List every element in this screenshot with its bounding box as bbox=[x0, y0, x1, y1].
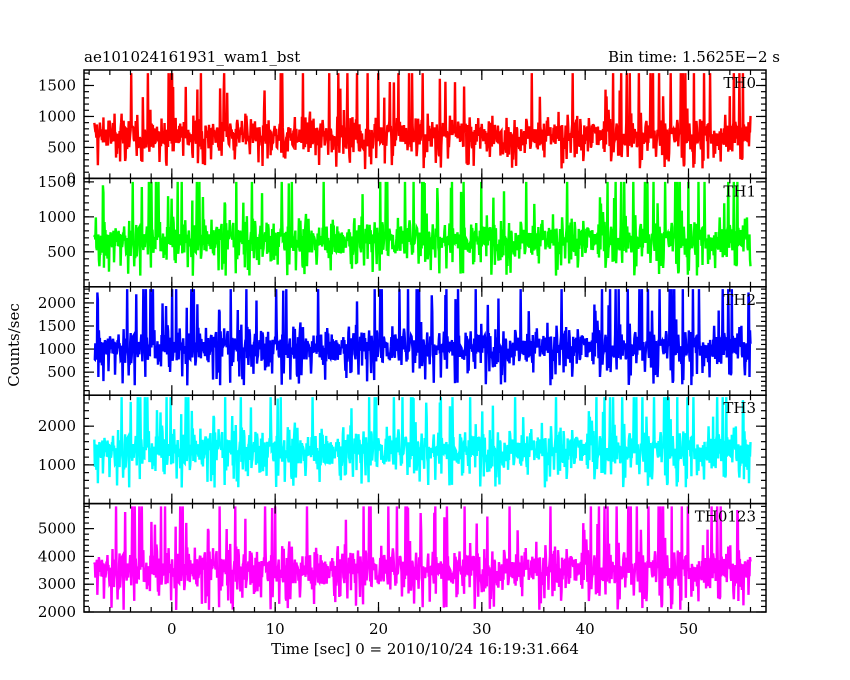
y-tick-label: 2000 bbox=[38, 294, 76, 312]
panel-label-th0: TH0 bbox=[723, 74, 756, 92]
y-tick-label: 1000 bbox=[38, 456, 76, 474]
chart-title-left: ae101024161931_wam1_bst bbox=[84, 48, 300, 66]
x-axis: 0 10 20 30 40 50 bbox=[167, 620, 698, 638]
panel-th3: 1000 2000 TH3 bbox=[38, 394, 767, 505]
y-tick-label: 0 bbox=[66, 169, 76, 187]
panel-th2: 500 1000 1500 2000 TH2 bbox=[38, 286, 767, 396]
y-tick-label: 1500 bbox=[38, 173, 76, 191]
y-tick-label: 500 bbox=[47, 363, 76, 381]
series-th1 bbox=[93, 181, 752, 276]
panel-label-th3: TH3 bbox=[723, 399, 756, 417]
y-tick-label: 1000 bbox=[38, 208, 76, 226]
chart-title-right: Bin time: 1.5625E−2 s bbox=[608, 48, 780, 66]
panel-th0123: 2000 3000 4000 5000 TH0123 bbox=[38, 502, 767, 621]
y-tick-label: 2000 bbox=[38, 417, 76, 435]
series-th0 bbox=[93, 73, 752, 170]
x-tick-label: 20 bbox=[369, 620, 388, 638]
panel-th0: 0 500 1000 1500 TH0 bbox=[38, 69, 767, 187]
y-tick-label: 3000 bbox=[38, 575, 76, 593]
panels-group: 0 500 1000 1500 TH0 500 1000 1500 TH1 500 1000 1500… bbox=[38, 69, 767, 621]
y-tick-label: 500 bbox=[47, 138, 76, 156]
panel-label-th0123: TH0123 bbox=[695, 508, 756, 526]
panel-label-th2: TH2 bbox=[723, 291, 756, 309]
y-tick-label: 500 bbox=[47, 243, 76, 261]
y-tick-label: 2000 bbox=[38, 603, 76, 621]
x-tick-label: 10 bbox=[266, 620, 285, 638]
y-tick-label: 1000 bbox=[38, 340, 76, 358]
y-tick-label: 5000 bbox=[38, 520, 76, 538]
y-tick-label: 1500 bbox=[38, 317, 76, 335]
x-axis-label: Time [sec] 0 = 2010/10/24 16:19:31.664 bbox=[271, 640, 579, 658]
series-th0123 bbox=[93, 506, 752, 610]
y-tick-label: 1500 bbox=[38, 76, 76, 94]
y-tick-label: 1000 bbox=[38, 107, 76, 125]
x-tick-label: 50 bbox=[679, 620, 698, 638]
y-tick-label: 4000 bbox=[38, 547, 76, 565]
y-axis-label: Counts/sec bbox=[5, 303, 23, 387]
x-tick-label: 0 bbox=[167, 620, 177, 638]
panel-label-th1: TH1 bbox=[723, 182, 756, 200]
x-tick-label: 30 bbox=[472, 620, 491, 638]
series-th3 bbox=[93, 397, 752, 488]
series-th2 bbox=[93, 289, 752, 386]
panel-th1: 500 1000 1500 TH1 bbox=[38, 173, 767, 288]
x-tick-label: 40 bbox=[576, 620, 595, 638]
